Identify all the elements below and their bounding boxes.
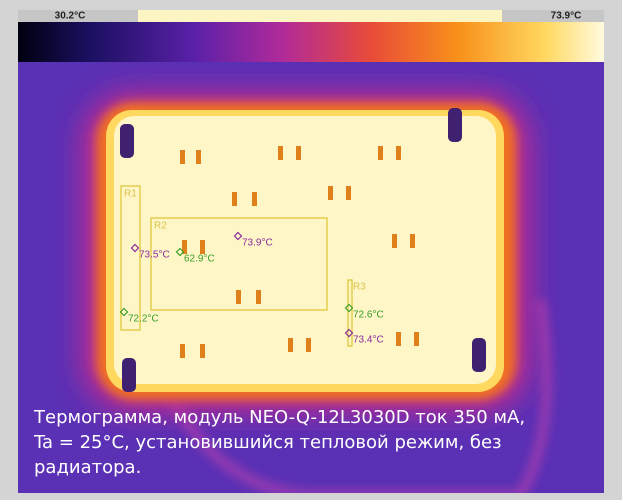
region-label: R1 <box>124 189 137 200</box>
scale-strip <box>138 10 502 22</box>
caption-line: Термограмма, модуль NEO-Q-12L3030D ток 3… <box>34 407 526 428</box>
scale-strip <box>18 10 138 22</box>
marker-temp: 73.4°C <box>353 335 384 346</box>
marker <box>130 243 140 253</box>
marker-temp: 73.5°C <box>139 250 170 261</box>
region-box <box>150 217 328 311</box>
caption-line: Ta = 25°C, установившийся тепловой режим… <box>34 432 502 453</box>
region-label: R3 <box>353 282 366 293</box>
palette-bar <box>18 22 604 62</box>
marker-temp: 73.9°C <box>242 238 273 249</box>
region-label: R2 <box>154 221 167 232</box>
marker-temp: 72.2°C <box>128 314 159 325</box>
marker-temp: 72.6°C <box>353 310 384 321</box>
thermal-image <box>18 62 604 493</box>
marker <box>233 231 243 241</box>
region-box <box>120 185 141 331</box>
region-box <box>347 279 353 347</box>
marker-temp: 62.9°C <box>184 254 215 265</box>
scale-min: 30.2°C <box>55 11 86 22</box>
scale-max: 73.9°C <box>551 11 582 22</box>
scale-strip <box>502 10 604 22</box>
marker <box>344 328 354 338</box>
marker <box>119 307 129 317</box>
caption-line: радиатора. <box>34 457 142 478</box>
marker <box>175 247 185 257</box>
marker <box>344 303 354 313</box>
